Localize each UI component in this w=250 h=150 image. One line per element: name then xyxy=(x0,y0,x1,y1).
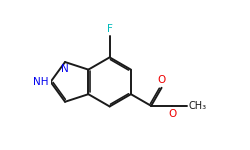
Text: NH: NH xyxy=(33,77,48,87)
Text: F: F xyxy=(107,24,112,34)
Text: O: O xyxy=(169,109,177,119)
Text: N: N xyxy=(61,64,69,74)
Text: O: O xyxy=(158,75,166,85)
Text: CH₃: CH₃ xyxy=(188,101,206,111)
